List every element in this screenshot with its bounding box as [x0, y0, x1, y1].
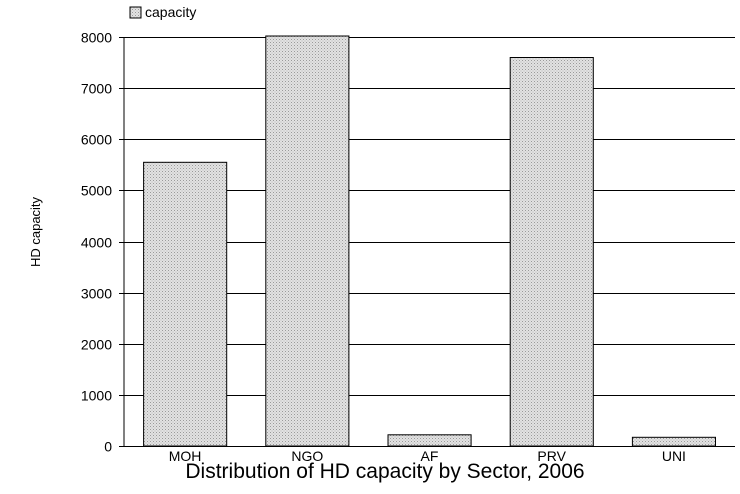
- x-tick-label-moh: MOH: [169, 448, 202, 464]
- y-axis-label: HD capacity: [28, 196, 43, 267]
- x-tick-label-ngo: NGO: [291, 448, 323, 464]
- x-tick-label-uni: UNI: [662, 448, 686, 464]
- x-tick-label-af: AF: [421, 448, 439, 464]
- y-tick-label: 0: [104, 439, 112, 455]
- x-tick-label-prv: PRV: [537, 448, 566, 464]
- chart-title: Distribution of HD capacity by Sector, 2…: [185, 460, 584, 483]
- y-tick-label: 7000: [81, 81, 112, 97]
- legend-swatch-capacity: [129, 6, 142, 19]
- y-tick-label: 6000: [81, 132, 112, 148]
- bar-uni: [631, 436, 717, 447]
- y-tick-label: 4000: [81, 235, 112, 251]
- legend: capacity: [129, 4, 196, 20]
- y-tick-label: 8000: [81, 30, 112, 46]
- bars: [143, 35, 717, 447]
- y-tick-label: 5000: [81, 183, 112, 199]
- x-axis-ticks: MOH NGO AF PRV UNI: [169, 448, 686, 464]
- bar-moh: [143, 161, 228, 447]
- y-tick-label: 1000: [81, 388, 112, 404]
- legend-label-capacity: capacity: [145, 4, 196, 20]
- bar-af: [387, 434, 472, 447]
- bar-prv: [509, 57, 594, 447]
- y-axis-ticks: 0 1000 2000 3000 4000 5000 6000 7000 8000: [81, 30, 124, 455]
- y-tick-label: 3000: [81, 286, 112, 302]
- bar-ngo: [265, 35, 350, 447]
- y-tick-label: 2000: [81, 337, 112, 353]
